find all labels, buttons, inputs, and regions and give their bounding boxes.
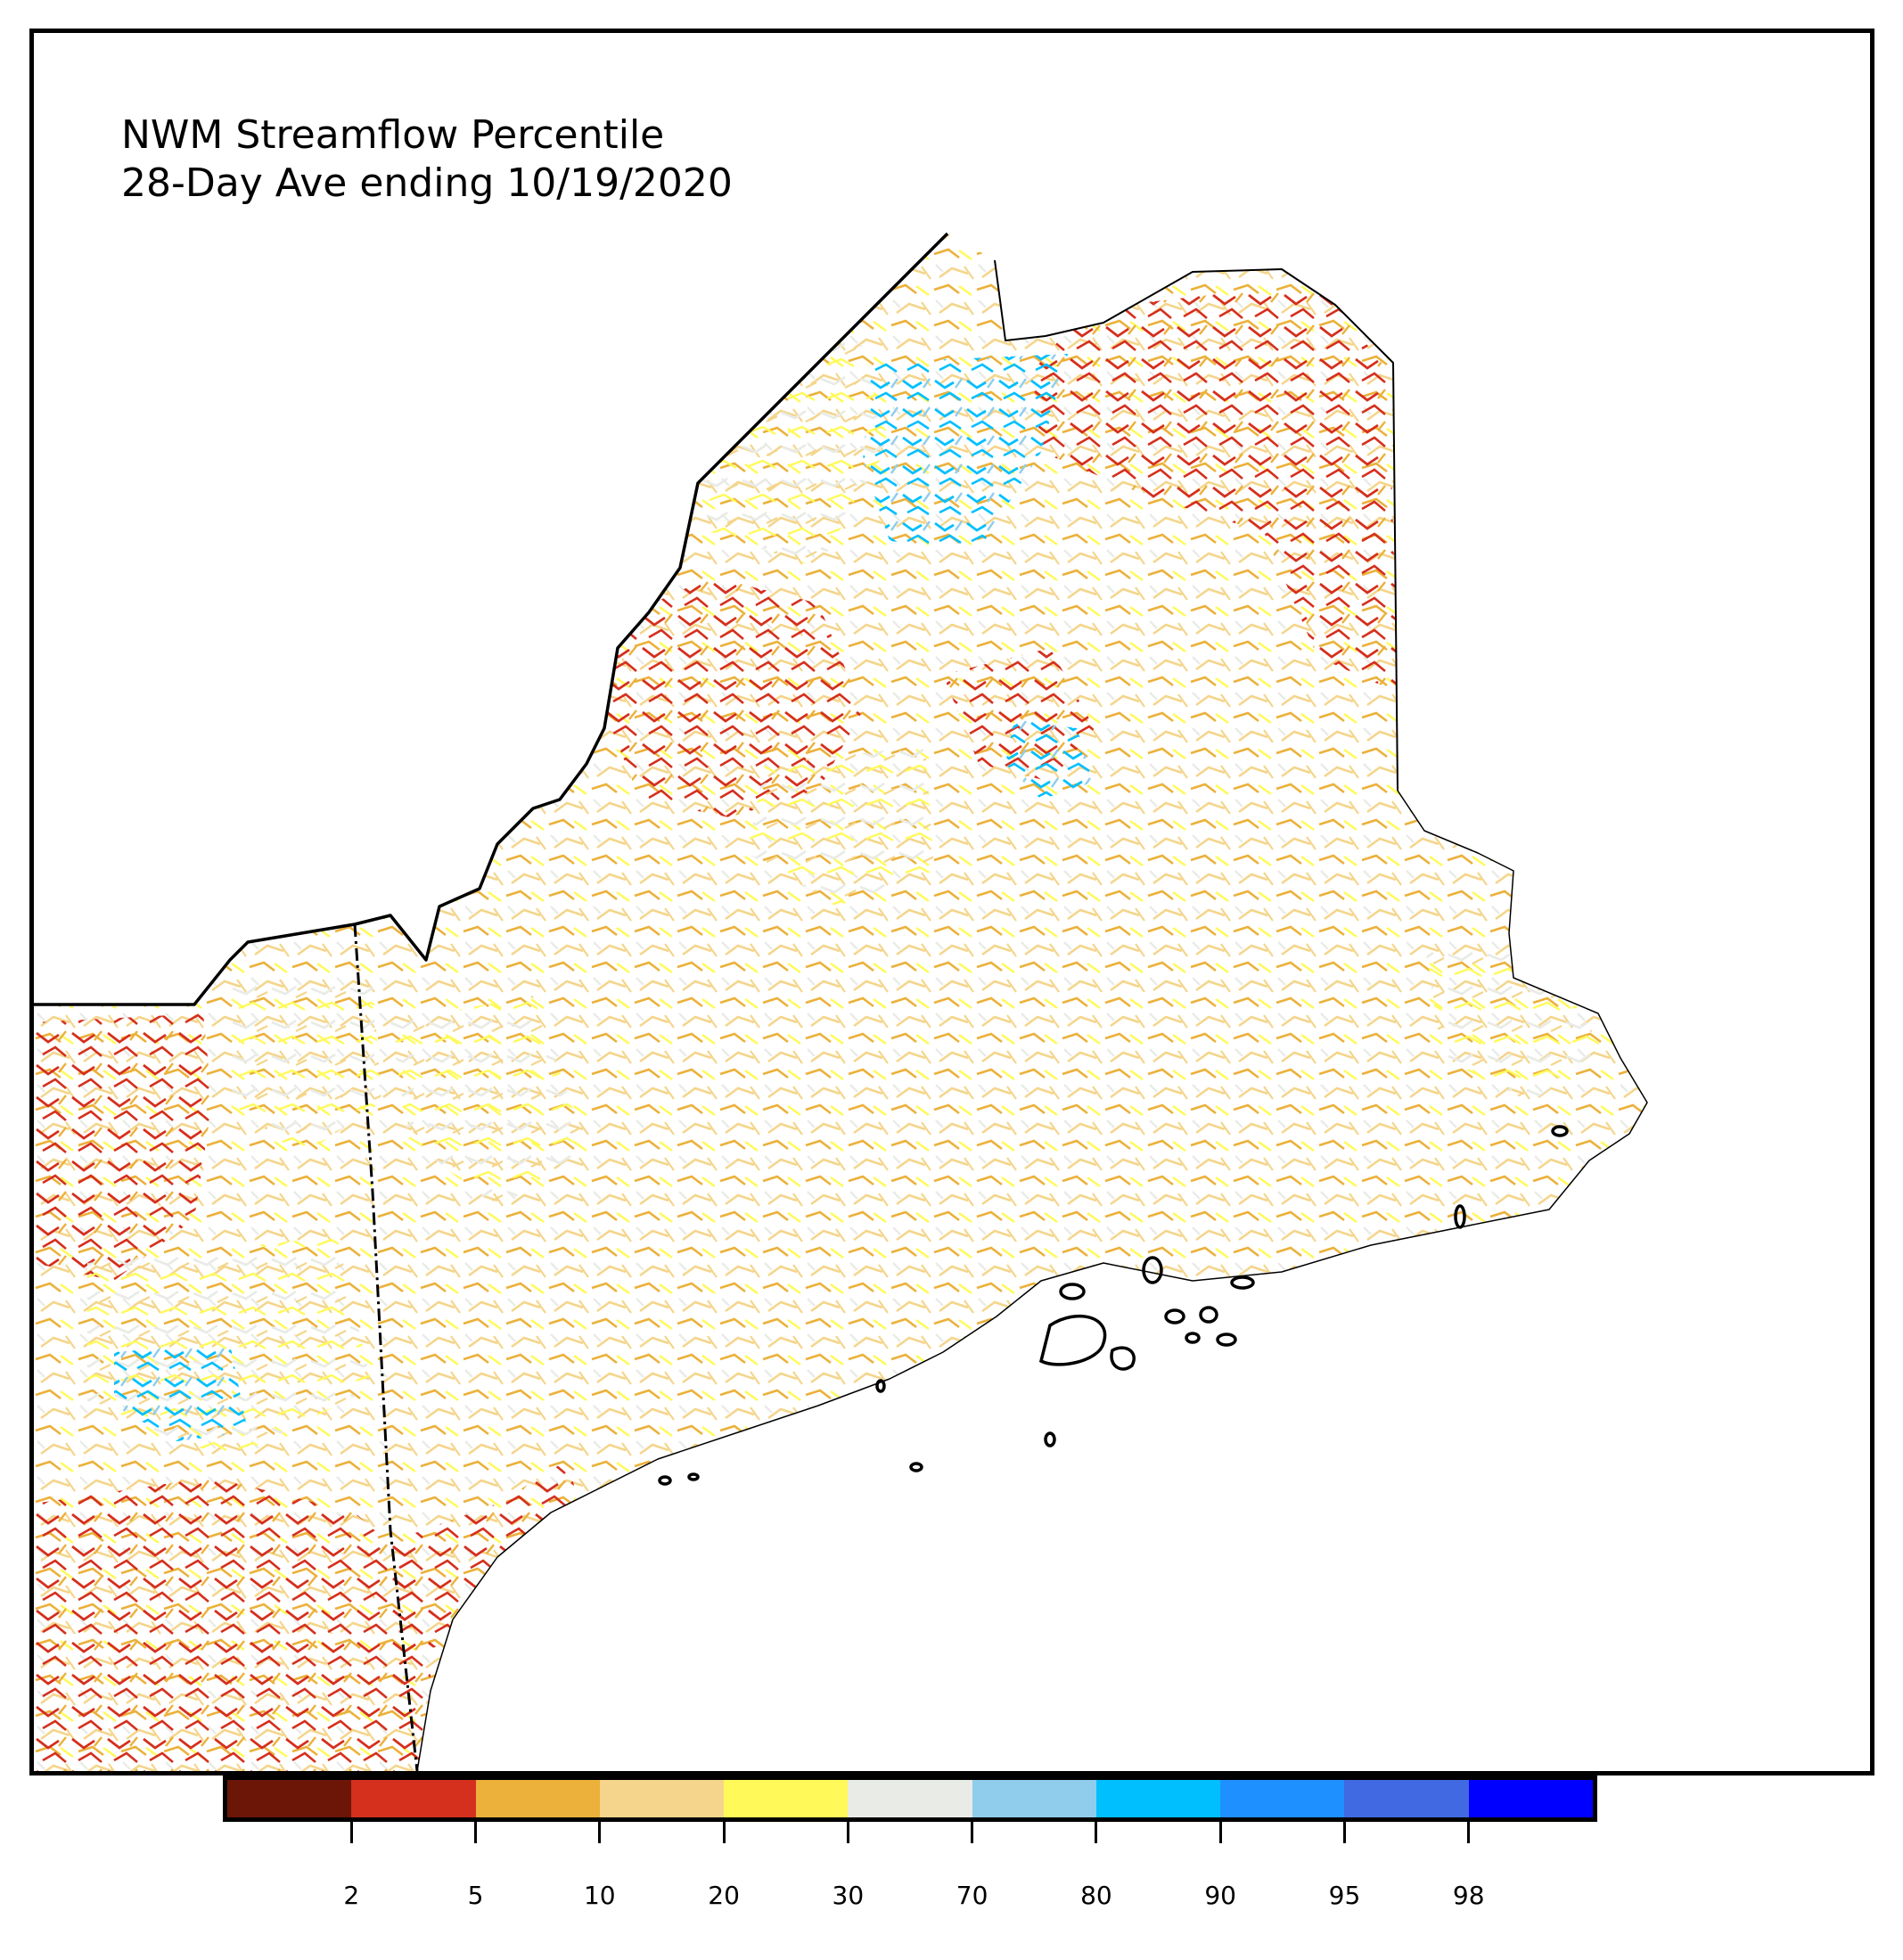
colorbar-tick-label: 20 bbox=[708, 1881, 740, 1910]
colorbar-tick-label: 70 bbox=[956, 1881, 988, 1910]
colorbar-tick-label: 30 bbox=[832, 1881, 865, 1910]
colorbar-tick bbox=[349, 1822, 353, 1843]
colorbar-swatch bbox=[1220, 1780, 1345, 1817]
colorbar-tick bbox=[722, 1822, 726, 1843]
colorbar-swatch bbox=[1095, 1780, 1221, 1817]
map-subtitle: 28-Day Ave ending 10/19/2020 bbox=[121, 160, 733, 206]
colorbar-swatch bbox=[1344, 1780, 1469, 1817]
streamflow-map bbox=[34, 232, 1648, 1771]
colorbar-tick-label: 10 bbox=[583, 1881, 616, 1910]
colorbar-tick bbox=[474, 1822, 478, 1843]
stream-network bbox=[34, 234, 1647, 1771]
colorbar-tick bbox=[971, 1822, 974, 1843]
coastal-islands bbox=[658, 1125, 1569, 1486]
colorbar-tick bbox=[598, 1822, 602, 1843]
colorbar-ticks: 2 5 10 20 30 70 80 90 95 98 bbox=[223, 1822, 1597, 1920]
colorbar-tick bbox=[1218, 1822, 1222, 1843]
colorbar bbox=[223, 1775, 1597, 1822]
colorbar-tick-label: 90 bbox=[1204, 1881, 1236, 1910]
colorbar-tick bbox=[1342, 1822, 1346, 1843]
colorbar-tick-label: 5 bbox=[467, 1881, 484, 1910]
colorbar-swatch bbox=[724, 1780, 849, 1817]
colorbar-tick bbox=[1095, 1822, 1098, 1843]
colorbar-tick-label: 98 bbox=[1452, 1881, 1485, 1910]
colorbar-swatch bbox=[475, 1780, 600, 1817]
colorbar-tick bbox=[846, 1822, 849, 1843]
colorbar-swatch bbox=[227, 1780, 352, 1817]
map-title: NWM Streamflow Percentile bbox=[121, 112, 665, 158]
colorbar-swatch bbox=[848, 1780, 972, 1817]
colorbar-tick-label: 2 bbox=[343, 1881, 360, 1910]
colorbar-swatch bbox=[1468, 1780, 1593, 1817]
colorbar-swatch bbox=[972, 1780, 1096, 1817]
colorbar-tick-label: 95 bbox=[1328, 1881, 1361, 1910]
colorbar-tick-label: 80 bbox=[1080, 1881, 1112, 1910]
colorbar-swatch bbox=[351, 1780, 476, 1817]
colorbar-tick bbox=[1467, 1822, 1471, 1843]
map-frame bbox=[29, 29, 1874, 1775]
colorbar-swatch bbox=[599, 1780, 725, 1817]
